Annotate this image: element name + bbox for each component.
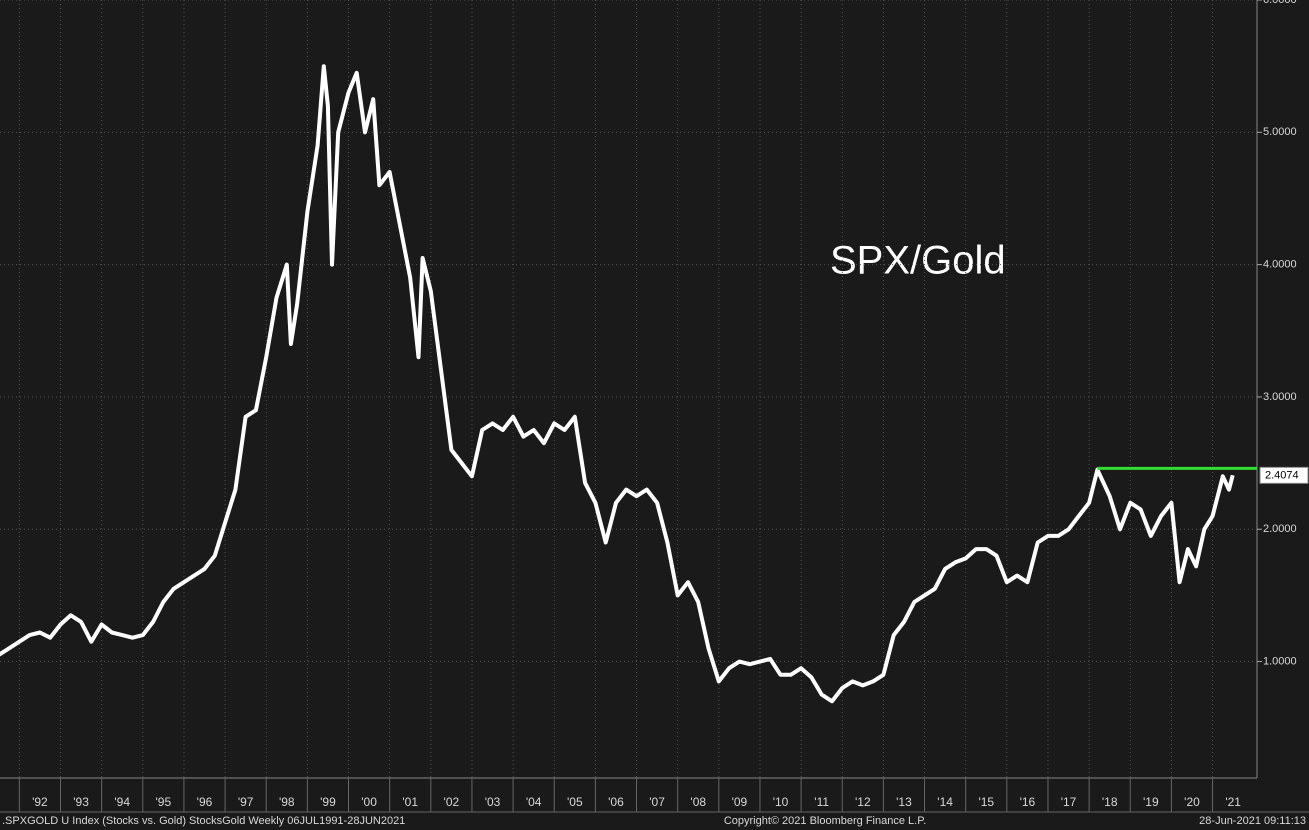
y-tick-label: 1.0000 — [1263, 655, 1297, 667]
x-tick-label: '20 — [1184, 795, 1200, 809]
x-tick-label: '12 — [855, 795, 871, 809]
last-value-box — [1259, 466, 1309, 484]
x-tick-label: '19 — [1143, 795, 1159, 809]
x-tick-label: '92 — [32, 795, 48, 809]
x-tick-label: '15 — [978, 795, 994, 809]
x-tick-label: '07 — [649, 795, 665, 809]
x-tick-label: '99 — [320, 795, 336, 809]
x-tick-label: '93 — [73, 795, 89, 809]
footer-left: .SPXGOLD U Index (Stocks vs. Gold) Stock… — [2, 815, 405, 827]
x-tick-label: '98 — [279, 795, 295, 809]
x-tick-label: '95 — [156, 795, 172, 809]
x-tick-label: '18 — [1102, 795, 1118, 809]
x-tick-label: '08 — [690, 795, 706, 809]
footer-center: Copyright© 2021 Bloomberg Finance L.P. — [724, 815, 926, 827]
last-value-label: 2.4074 — [1265, 469, 1299, 481]
y-tick-label: 4.0000 — [1263, 259, 1297, 271]
y-tick-label: 6.0000 — [1263, 0, 1297, 6]
x-tick-label: '09 — [732, 795, 748, 809]
line — [0, 64, 1235, 704]
chart-title: SPX/Gold — [830, 239, 1006, 283]
y-tick-label: 2.0000 — [1263, 523, 1297, 535]
x-tick-label: '01 — [402, 795, 418, 809]
x-tick-label: '13 — [896, 795, 912, 809]
x-tick-label: '97 — [238, 795, 254, 809]
x-tick-label: '21 — [1225, 795, 1241, 809]
x-tick-label: '10 — [773, 795, 789, 809]
x-tick-label: '06 — [608, 795, 624, 809]
x-tick-label: '02 — [444, 795, 460, 809]
y-tick-label: 5.0000 — [1263, 126, 1297, 138]
x-tick-label: '03 — [485, 795, 501, 809]
x-tick-label: '96 — [197, 795, 213, 809]
x-tick-label: '05 — [567, 795, 583, 809]
x-tick-label: '11 — [814, 795, 829, 809]
x-tick-label: '16 — [1020, 795, 1036, 809]
x-tick-label: '04 — [526, 795, 542, 809]
footer-right: 28-Jun-2021 09:11:13 — [1199, 815, 1306, 827]
x-tick-label: '00 — [361, 795, 377, 809]
x-tick-label: '17 — [1061, 795, 1077, 809]
y-tick-label: 3.0000 — [1263, 391, 1297, 403]
x-tick-label: '94 — [114, 795, 130, 809]
x-tick-label: '14 — [937, 795, 953, 809]
